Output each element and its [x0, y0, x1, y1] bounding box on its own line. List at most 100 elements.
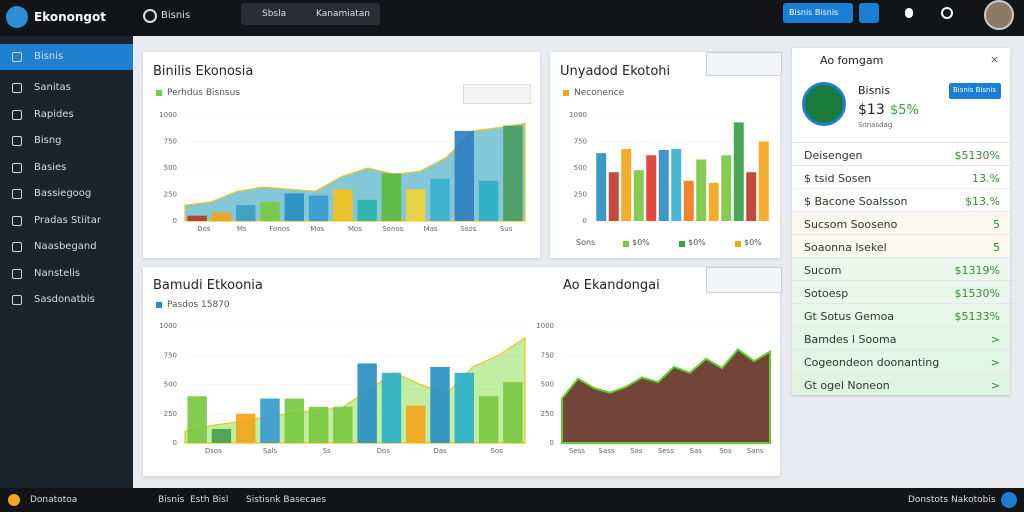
icon-button[interactable]	[859, 3, 879, 23]
nav-item[interactable]: Basies	[34, 161, 67, 173]
nav-icon[interactable]	[12, 215, 22, 226]
bar	[696, 159, 707, 221]
row-label[interactable]: Sucom	[804, 264, 842, 277]
row-value[interactable]: $1319%	[954, 264, 1000, 277]
nav-icon[interactable]	[12, 295, 22, 305]
list-row[interactable]: Sucsom Sooseno 5	[792, 211, 1010, 235]
list-row[interactable]: Sucom $1319%	[792, 257, 1010, 281]
bar	[406, 405, 426, 443]
nav-item[interactable]: Nanstelis	[34, 267, 80, 279]
row-value[interactable]: 5	[993, 218, 1000, 231]
toolbar[interactable]	[463, 84, 531, 104]
y-tick-label: 500	[164, 164, 177, 172]
close-button[interactable]: ×	[990, 53, 1000, 66]
nav-item[interactable]: Sanitas	[34, 82, 71, 93]
card-button-label[interactable]: Bisnis Bisnis	[953, 86, 997, 94]
panel-title: Unyadod Ekotohi	[560, 64, 671, 79]
list-row[interactable]: Gt ogel Noneon >	[792, 372, 1010, 396]
row-value[interactable]: >	[990, 356, 1000, 369]
list-row[interactable]: Cogeondeon doonanting >	[792, 349, 1010, 373]
bar	[357, 199, 377, 221]
dropdown[interactable]	[241, 3, 380, 25]
nav-item[interactable]: Bisng	[34, 135, 62, 146]
help-button[interactable]	[1001, 492, 1017, 508]
nav-icon[interactable]	[12, 109, 22, 120]
list-row[interactable]: $ Bacone Soalsson $13.%	[792, 188, 1010, 212]
row-value[interactable]: 13.%	[972, 172, 1000, 185]
bar	[308, 406, 329, 443]
list-row[interactable]: Gt Sotus Gemoa $5133%	[792, 303, 1010, 327]
nav-item[interactable]: Bisnis	[34, 51, 64, 62]
nav-item[interactable]: Sasdonatbis	[34, 294, 95, 305]
row-label[interactable]: Sotoesp	[804, 287, 849, 300]
y-tick-label: 250	[574, 191, 587, 199]
bar	[236, 205, 256, 221]
nav-icon[interactable]	[12, 189, 22, 199]
bar	[333, 406, 353, 443]
row-label[interactable]: $ Bacone Soalsson	[804, 195, 908, 208]
y-tick-label: 250	[541, 410, 554, 418]
nav-icon[interactable]	[12, 52, 22, 62]
nav-item[interactable]: Naasbegand	[34, 241, 97, 252]
x-tick-label: Sos	[719, 447, 732, 455]
list-row[interactable]: $ tsid Sosen 13.%	[792, 165, 1010, 189]
list-row[interactable]: Bamdes l Sooma >	[792, 326, 1010, 350]
card-value: $13	[858, 102, 885, 118]
y-tick-label: 250	[164, 410, 177, 418]
nav-item[interactable]: Rapides	[34, 108, 74, 120]
toolbar[interactable]	[706, 52, 782, 76]
footer-link[interactable]: Sistisnk Basecaes	[246, 495, 327, 505]
button-label[interactable]: Bisnis Bisnis	[789, 8, 839, 17]
bar	[671, 148, 682, 221]
nav-link[interactable]: Bisnis	[161, 10, 191, 21]
row-label[interactable]: Bamdes l Sooma	[804, 333, 897, 346]
search-icon[interactable]	[941, 7, 953, 19]
x-tick-label: Mos	[310, 225, 324, 233]
row-label[interactable]: Gt ogel Noneon	[804, 379, 890, 392]
row-label[interactable]: Cogeondeon doonanting	[804, 356, 940, 369]
row-label[interactable]: Gt Sotus Gemoa	[804, 310, 895, 323]
x-tick-label: Sess	[569, 447, 585, 455]
row-label[interactable]: Soaonna lsekel	[804, 241, 887, 254]
row-value[interactable]: $1530%	[954, 287, 1000, 300]
legend-label: Pasdos 15870	[167, 300, 230, 310]
x-tick-label: Sas	[690, 447, 703, 455]
row-value[interactable]: $5133%	[954, 310, 1000, 323]
row-label[interactable]: Sucsom Sooseno	[804, 218, 898, 231]
x-tick-label: Sonos	[382, 225, 403, 233]
nav-icon[interactable]	[12, 162, 22, 173]
list-row[interactable]: Sotoesp $1530%	[792, 280, 1010, 304]
legend-label: $0%	[744, 238, 762, 247]
dropdown-item[interactable]: Kanamiatan	[316, 9, 371, 19]
list-row[interactable]: Soaonna lsekel 5	[792, 234, 1010, 258]
nav-icon[interactable]	[12, 242, 22, 252]
bar	[187, 396, 207, 443]
row-value[interactable]: $5130%	[954, 149, 1000, 162]
dropdown-item[interactable]: Sbsla	[262, 9, 287, 19]
row-value[interactable]: >	[990, 379, 1000, 392]
row-value[interactable]: $13.%	[965, 195, 1000, 208]
card-sub: Sonasdag	[858, 121, 893, 129]
nav-icon[interactable]	[12, 136, 22, 146]
nav-item[interactable]: Bassiegoog	[34, 188, 92, 199]
row-label[interactable]: $ tsid Sosen	[804, 172, 872, 185]
brand: Ekonongot	[34, 10, 106, 24]
toolbar[interactable]	[706, 267, 782, 293]
footer-logo	[8, 494, 20, 506]
card-button[interactable]	[949, 83, 1001, 99]
row-label[interactable]: Deisengen	[804, 149, 863, 162]
button[interactable]	[783, 3, 853, 23]
avatar[interactable]	[984, 0, 1014, 30]
icon[interactable]	[905, 8, 913, 18]
row-value[interactable]: >	[990, 333, 1000, 346]
x-tick-label: Sals	[263, 447, 278, 455]
list-row[interactable]: Deisengen $5130%	[792, 142, 1010, 166]
nav-icon[interactable]	[12, 268, 22, 279]
row-value[interactable]: 5	[993, 241, 1000, 254]
nav-icon[interactable]	[12, 83, 22, 93]
nav-item[interactable]: Pradas Stiitar	[34, 214, 101, 226]
x-tick-label: Fonos	[269, 225, 290, 233]
footer-link[interactable]: Bisnis	[158, 495, 185, 505]
y-tick-label: 1000	[159, 322, 177, 330]
footer-link[interactable]: Esth Bisl	[190, 495, 229, 505]
